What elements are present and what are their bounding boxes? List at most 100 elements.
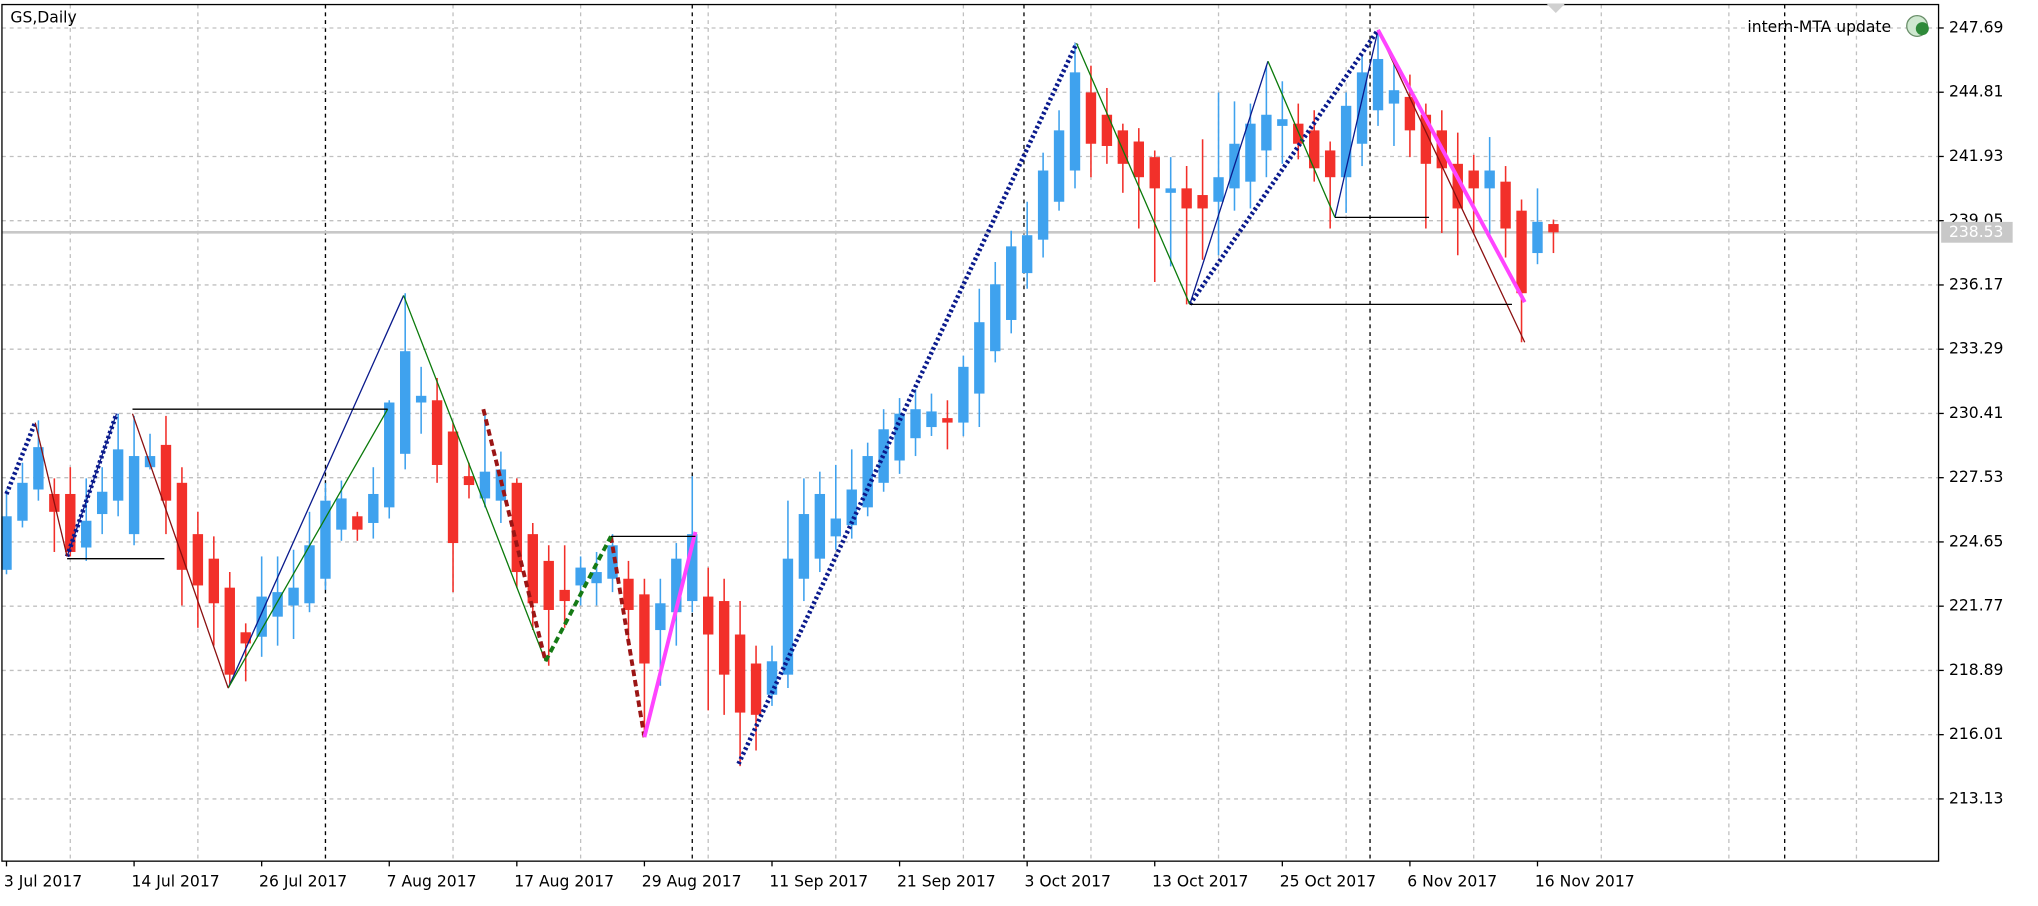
candle-body [399,351,411,454]
candle-body [1356,72,1368,144]
candle-body [1388,90,1400,104]
candle-body [1085,92,1097,144]
candle-body [1037,170,1049,240]
candle-body [766,661,778,695]
x-tick-label: 13 Oct 2017 [1152,872,1248,890]
x-tick-label: 3 Oct 2017 [1025,872,1111,890]
x-tick-label: 21 Sep 2017 [897,872,996,890]
grid [1,4,1939,862]
chart-title: GS,Daily [10,9,76,27]
candle-body [1532,221,1543,254]
candle-body [671,558,682,613]
overlay-line [642,29,1527,738]
candle-body [974,322,985,394]
candle-body [862,456,873,508]
candle-body [830,518,841,537]
candle-body [128,456,140,535]
candle-body [33,447,44,490]
candle-body [208,558,220,604]
y-tick-label: 218.89 [1949,661,2004,679]
x-tick-label: 29 Aug 2017 [642,872,742,890]
candle-body [1245,123,1256,182]
candle-body [942,418,953,423]
annotation: intern-MTA update [1747,18,1891,36]
candle-body [288,587,299,606]
candle-body [1,516,12,570]
candle-body [1340,105,1352,178]
plot-border [1,3,1940,862]
overlay-line [543,535,613,663]
x-tick-label: 7 Aug 2017 [387,872,477,890]
x-tick-label: 25 Oct 2017 [1280,872,1376,890]
candle-body [543,560,554,610]
candle-body [1452,163,1463,209]
candle-body [1484,170,1495,189]
shift-marker [1546,3,1565,13]
candle-body [559,589,570,602]
x-tick-label: 26 Jul 2017 [259,872,347,890]
annotation-icon [1906,14,1929,38]
y-tick-label: 224.65 [1949,532,2004,550]
candle-body [304,545,315,604]
candle-body [1372,58,1384,111]
y-tick-label: 213.13 [1949,789,2004,807]
candle-body [192,534,204,586]
candle-body [1516,210,1527,294]
candle-body [447,431,459,544]
candle-body [144,456,156,468]
candle-body [17,482,28,521]
candle-body [1309,130,1320,169]
candle-body [1261,114,1272,151]
x-tick-label: 6 Nov 2017 [1407,872,1497,890]
candle-body [256,596,267,637]
candle-body [607,545,618,579]
candle-body [1277,119,1288,126]
candle-body [1149,157,1160,189]
candle-body [1468,170,1479,189]
y-tick-label: 216.01 [1949,725,2004,743]
candle-body [112,449,124,501]
candle-body [479,471,491,499]
candle-body [527,534,538,604]
candle-body [894,413,905,461]
candle-body [814,493,826,559]
y-tick-label: 236.17 [1949,275,2004,293]
candle-body [415,395,427,403]
plot [1,28,1939,767]
candle-body [65,493,76,552]
candle-body [782,558,794,675]
candle-body [1101,114,1113,146]
candle-body [1181,188,1192,209]
candle-body [336,498,347,530]
candle-body [798,514,810,579]
x-tick-label: 16 Nov 2017 [1535,872,1635,890]
candle-body [750,663,762,715]
candle-body [463,476,475,486]
candle-body [224,587,235,675]
candle-body [368,493,379,523]
candle-body [384,402,395,508]
candle-body [687,534,698,602]
candle-body [1133,141,1144,178]
candle-body [1293,123,1304,144]
candle-body [160,444,172,501]
candle-body [958,366,969,423]
candle-body [240,632,251,644]
candle-body [176,482,188,570]
candle-body [1420,114,1432,164]
candle-body [1117,130,1129,164]
candle-body [511,482,523,573]
overlay-line [66,29,1379,689]
y-tick-label: 244.81 [1949,83,2004,101]
candle-body [591,572,602,584]
y-tick-label: 227.53 [1949,468,2004,486]
candle-body [1324,150,1336,178]
y-tick-label: 230.41 [1949,404,2004,422]
candle-body [431,400,443,465]
x-tick-label: 3 Jul 2017 [4,872,82,890]
x-tick-label: 11 Sep 2017 [769,872,868,890]
candle-body [575,567,586,586]
candle-body [352,516,363,530]
candle-body [846,489,857,526]
